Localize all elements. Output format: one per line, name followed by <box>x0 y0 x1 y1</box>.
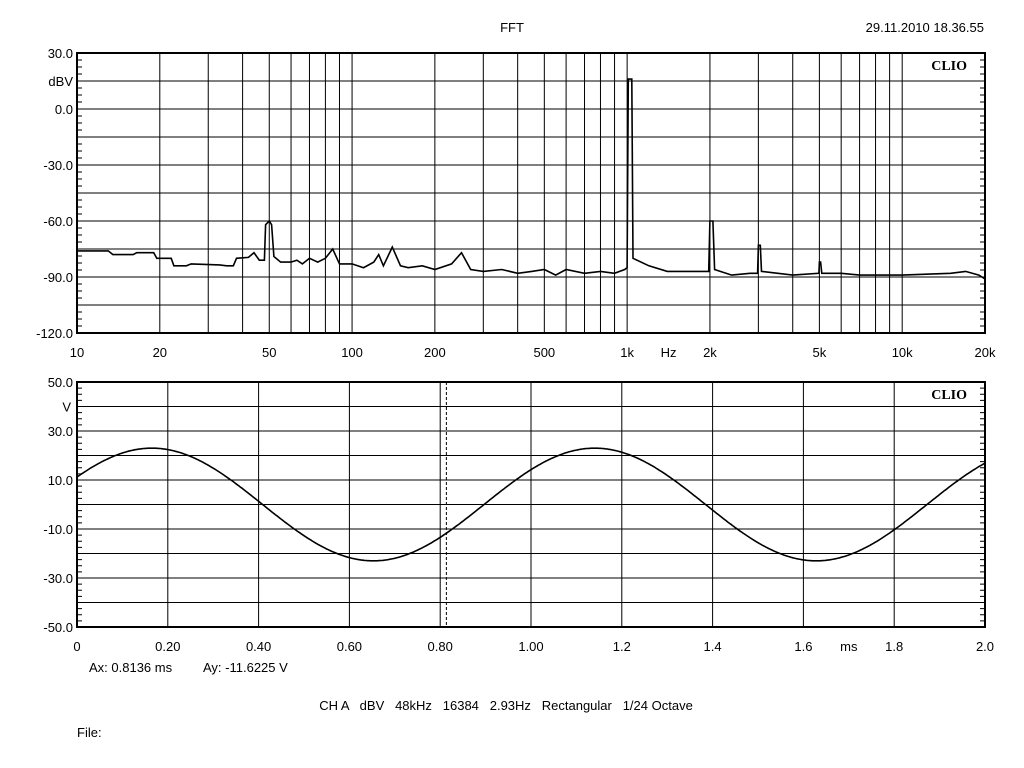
plot-frame <box>76 381 986 628</box>
y-tick-label: -90.0 <box>43 270 73 285</box>
y-tick-label: -60.0 <box>43 214 73 229</box>
x-tick-label: 2k <box>703 345 717 360</box>
x-axis-unit: ms <box>840 639 858 654</box>
y-axis-unit: dBV <box>48 74 73 89</box>
x-tick-label: 1.8 <box>885 639 903 654</box>
y-axis-unit: V <box>62 400 71 415</box>
x-tick-label: 20 <box>153 345 167 360</box>
y-tick-label: -120.0 <box>36 326 73 341</box>
x-tick-label: 5k <box>813 345 827 360</box>
y-tick-label: -50.0 <box>43 620 73 635</box>
x-axis-unit: Hz <box>661 345 677 360</box>
x-tick-label: 1.4 <box>704 639 722 654</box>
x-tick-label: 0 <box>73 639 80 654</box>
x-tick-label: 0.20 <box>155 639 180 654</box>
y-tick-label: 50.0 <box>48 375 73 390</box>
y-tick-label: -30.0 <box>43 571 73 586</box>
y-tick-label: -30.0 <box>43 158 73 173</box>
clio-logo: CLIO <box>931 388 967 403</box>
x-tick-label: 1.00 <box>518 639 543 654</box>
spectrum-trace <box>77 78 986 280</box>
x-tick-label: 0.80 <box>428 639 453 654</box>
cursor-y-readout: Ay: -11.6225 V <box>203 660 288 675</box>
x-tick-label: 2.0 <box>976 639 994 654</box>
x-tick-label: 500 <box>533 345 555 360</box>
clio-logo: CLIO <box>931 59 967 74</box>
x-tick-label: 1k <box>620 345 634 360</box>
plot-frame <box>76 52 986 334</box>
x-tick-label: 10k <box>892 345 913 360</box>
x-tick-label: 1.6 <box>794 639 812 654</box>
y-tick-label: 0.0 <box>55 102 73 117</box>
fft-plot[interactable]: CLIO 30.0 0.0 -30.0 -60.0 -90.0 -120.0 dBV 10 20 5… <box>36 46 996 360</box>
cursor-x-readout: Ax: 0.8136 ms <box>89 660 173 675</box>
waveform-trace <box>76 447 986 562</box>
x-tick-label: 200 <box>424 345 446 360</box>
time-plot[interactable]: CLIO 50.0 30.0 10.0 -10.0 -30.0 -50.0 V 0 0.20 0.4… <box>43 375 994 654</box>
x-tick-label: 10 <box>70 345 84 360</box>
timestamp: 29.11.2010 18.36.55 <box>866 20 984 35</box>
y-tick-label: 10.0 <box>48 473 73 488</box>
x-tick-label: 0.60 <box>337 639 362 654</box>
y-tick-label: 30.0 <box>48 424 73 439</box>
file-label: File: <box>77 725 102 740</box>
y-tick-label: 30.0 <box>48 46 73 61</box>
x-tick-label: 100 <box>341 345 363 360</box>
y-tick-label: -10.0 <box>43 522 73 537</box>
settings-line: CH A dBV 48kHz 16384 2.93Hz Rectangular … <box>319 698 693 713</box>
x-tick-label: 20k <box>975 345 996 360</box>
x-tick-label: 1.2 <box>613 639 631 654</box>
x-tick-label: 50 <box>262 345 276 360</box>
x-tick-label: 0.40 <box>246 639 271 654</box>
chart-title: FFT <box>500 20 524 35</box>
